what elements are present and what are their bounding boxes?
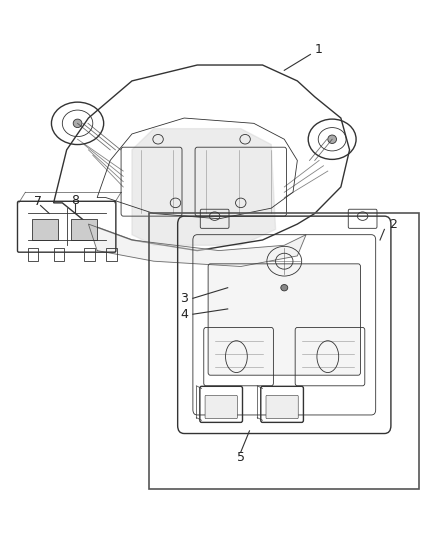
Bar xyxy=(84,248,95,261)
FancyBboxPatch shape xyxy=(205,395,237,419)
Bar xyxy=(71,219,97,240)
Polygon shape xyxy=(88,224,306,266)
FancyBboxPatch shape xyxy=(266,395,298,419)
Ellipse shape xyxy=(281,285,288,291)
Text: 4: 4 xyxy=(180,308,188,321)
Text: 1: 1 xyxy=(315,43,323,55)
Ellipse shape xyxy=(328,135,336,143)
Text: 8: 8 xyxy=(71,193,79,207)
Bar xyxy=(32,219,58,240)
Text: 2: 2 xyxy=(389,217,397,231)
Bar xyxy=(53,248,64,261)
Text: 7: 7 xyxy=(34,195,42,208)
Bar xyxy=(106,248,117,261)
Bar xyxy=(149,214,419,489)
Bar xyxy=(28,248,39,261)
FancyBboxPatch shape xyxy=(208,264,360,375)
Ellipse shape xyxy=(73,119,82,127)
Text: 5: 5 xyxy=(237,451,245,464)
Polygon shape xyxy=(132,128,276,245)
Text: 3: 3 xyxy=(180,292,188,305)
